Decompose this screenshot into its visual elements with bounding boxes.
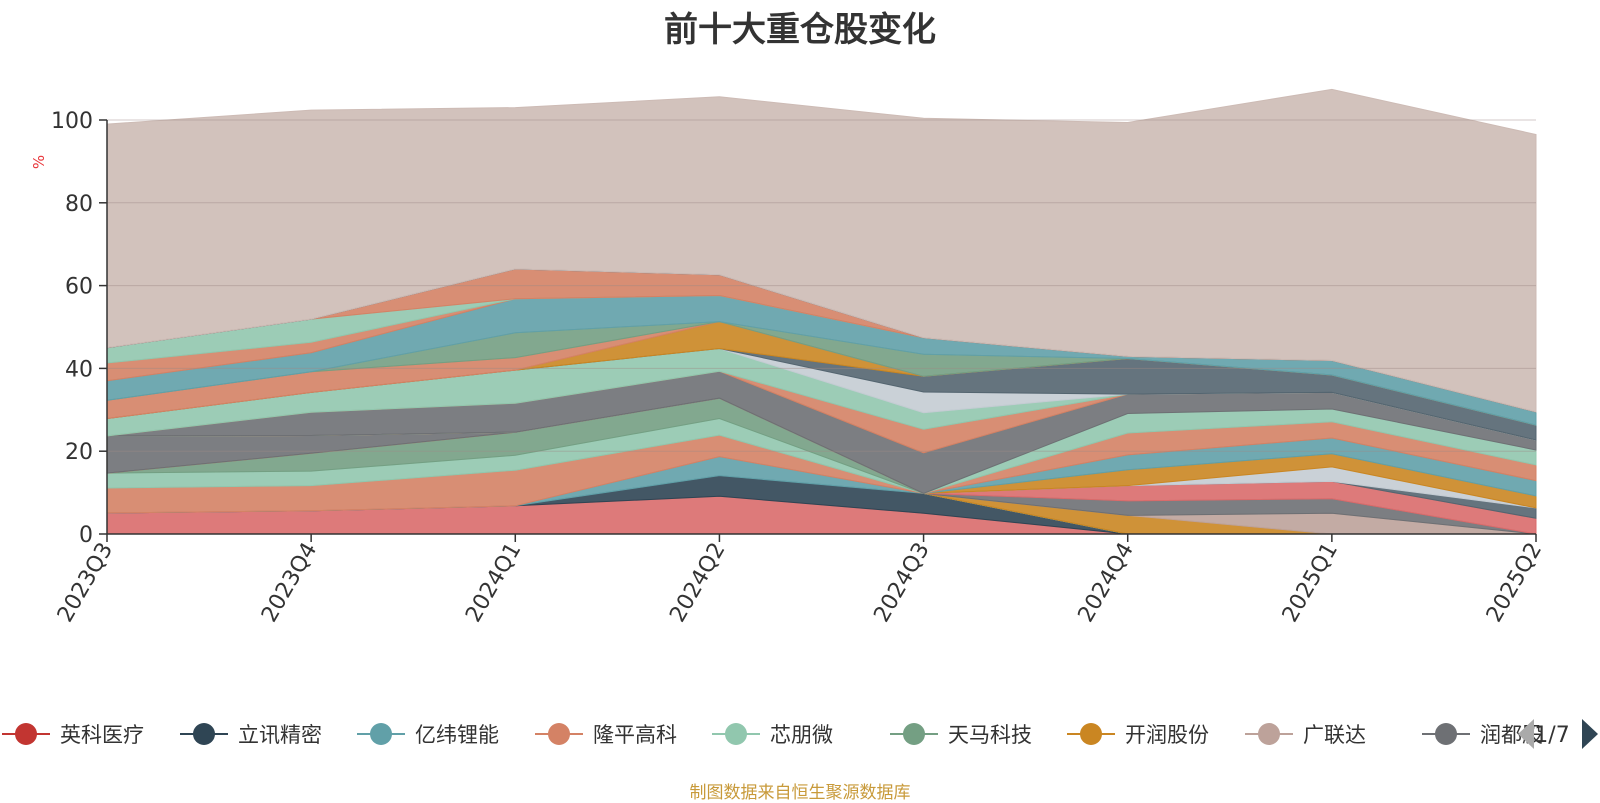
- legend-next-icon[interactable]: [1582, 719, 1598, 749]
- y-tick-label-4: 80: [65, 192, 93, 217]
- x-tick-label-7: 2025Q2: [1482, 539, 1547, 627]
- legend-label: 广联达: [1303, 723, 1366, 747]
- legend-item-7[interactable]: 广联达: [1243, 720, 1366, 748]
- x-tick-label-1: 2023Q4: [257, 539, 322, 627]
- legend-label: 天马科技: [948, 723, 1032, 747]
- x-tick-label-5: 2024Q4: [1074, 539, 1139, 627]
- series-areas: [106, 88, 1537, 535]
- chart-title: 前十大重仓股变化: [664, 10, 936, 50]
- y-axis-label: %: [30, 155, 48, 169]
- legend-item-5[interactable]: 天马科技: [888, 720, 1032, 748]
- y-tick-labels: 0 20 40 60 80 100: [51, 109, 93, 548]
- legend-swatch-icon: [1067, 723, 1115, 745]
- legend-item-4[interactable]: 芯朋微: [710, 720, 833, 748]
- legend-swatch-icon: [535, 723, 583, 745]
- y-tick-label-0: 0: [79, 523, 93, 548]
- legend-swatch-icon: [1245, 723, 1293, 745]
- legend-label: 隆平高科: [593, 723, 677, 747]
- axes: [99, 119, 1537, 542]
- legend-label: 开润股份: [1125, 723, 1209, 747]
- y-tick-label-2: 40: [65, 357, 93, 382]
- y-tick-label-1: 20: [65, 440, 93, 465]
- legend-pager: 1/7: [1518, 719, 1598, 749]
- legend-item-6[interactable]: 开润股份: [1065, 720, 1209, 748]
- x-tick-label-4: 2024Q3: [869, 539, 934, 627]
- legend-swatch-icon: [712, 723, 760, 745]
- legend-label: 立讯精密: [238, 723, 322, 747]
- legend-swatch-icon: [180, 723, 228, 745]
- legend-item-3[interactable]: 隆平高科: [533, 720, 677, 748]
- legend-label: 芯朋微: [770, 723, 833, 747]
- legend-swatch-icon: [1422, 723, 1470, 745]
- legend-item-0[interactable]: 英科医疗: [0, 720, 144, 748]
- legend-swatch-icon: [2, 723, 50, 745]
- x-tick-label-0: 2023Q3: [53, 539, 118, 627]
- legend-label: 亿纬锂能: [415, 723, 499, 747]
- y-tick-label-3: 60: [65, 275, 93, 300]
- legend-item-2[interactable]: 亿纬锂能: [355, 720, 499, 748]
- legend-item-1[interactable]: 立讯精密: [178, 720, 322, 748]
- x-tick-labels: 2023Q3 2023Q4 2024Q1 2024Q2 2024Q3 2024Q4 2025…: [53, 539, 1547, 627]
- x-tick-label-2: 2024Q1: [461, 539, 526, 627]
- legend-swatch-icon: [357, 723, 405, 745]
- legend-prev-icon[interactable]: [1518, 719, 1534, 749]
- legend-page-indicator: 1/7: [1534, 723, 1569, 748]
- legend-swatch-icon: [890, 723, 938, 745]
- area-series-29: [106, 88, 1537, 413]
- x-tick-label-3: 2024Q2: [665, 539, 730, 627]
- legend-label: 英科医疗: [60, 723, 144, 747]
- gridlines: [107, 119, 1536, 452]
- x-tick-label-6: 2025Q1: [1278, 539, 1343, 627]
- source-note: 制图数据来自恒生聚源数据库: [689, 783, 911, 803]
- y-tick-label-5: 100: [51, 109, 93, 134]
